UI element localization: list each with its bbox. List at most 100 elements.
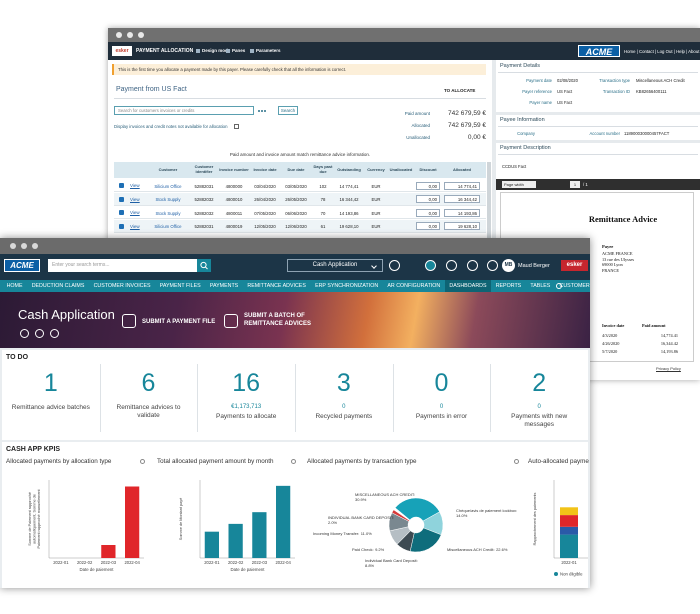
section-title: Payment Description [500, 145, 551, 151]
search-button[interactable]: Search [278, 106, 298, 115]
bar [125, 486, 140, 558]
bar [204, 531, 219, 558]
window-dot [32, 243, 38, 249]
banner-action[interactable]: SUBMIT A BATCH OF REMITTANCE ADVICES [244, 313, 312, 327]
slice-name: INDIVIDUAL BANK CARD DEPOSIT: [328, 515, 394, 520]
search-button[interactable] [197, 259, 211, 272]
app-selector[interactable]: Cash Application [287, 259, 383, 272]
table-cell: 52882032 [194, 197, 214, 202]
amount-label: Allocated [411, 123, 430, 128]
slice-name: Paid Check: [352, 547, 374, 552]
action-icon[interactable] [224, 314, 238, 328]
x-tick-label: 2022-04 [275, 560, 291, 565]
tile-label: Payments to allocate [215, 413, 277, 420]
x-tick-label: 2022-01 [204, 560, 220, 565]
more-dot [264, 110, 266, 112]
menu-item[interactable]: PAYMENTS [209, 283, 239, 289]
menu-item[interactable]: REMITTANCE ADVICES [247, 283, 306, 289]
toolbar-item[interactable]: Panes [232, 48, 246, 53]
search-input[interactable]: Search for customers invoices or credits [114, 106, 254, 115]
brand-logo: esker [112, 46, 132, 56]
zoom-select[interactable]: Page width [502, 181, 536, 188]
toolbar-item[interactable]: Design mode [202, 48, 231, 53]
amount-input[interactable]: 14 193,86 [444, 208, 480, 217]
column-header: Invoice date [250, 163, 280, 177]
doc-cell: 4/26/2020 [602, 341, 620, 346]
view-link[interactable]: View [130, 223, 140, 229]
row-checkbox[interactable] [119, 196, 124, 202]
checkbox[interactable] [234, 124, 239, 129]
menu-item[interactable]: ERP SYNCHRONIZATION [315, 283, 379, 289]
chart-zoom-icon[interactable] [514, 459, 519, 464]
bar-segment [560, 534, 578, 558]
column-header: Customer [146, 163, 190, 177]
banner-icon[interactable] [50, 329, 59, 338]
bar [101, 545, 116, 558]
column-header: Invoice number [218, 163, 250, 177]
payment-title: Payment from US Fact [116, 86, 187, 93]
toolbar-item[interactable]: Parameters [256, 48, 281, 53]
header-icon[interactable] [467, 260, 478, 271]
global-search[interactable]: Enter your search terms... [48, 259, 198, 272]
x-tick-label: 2022-03 [101, 560, 117, 565]
tile-count[interactable]: 6 [141, 369, 156, 397]
menu-item[interactable]: DASHBOARDS [444, 280, 492, 292]
column-header: Discount [414, 163, 442, 177]
menu-item[interactable]: CUSTOMER INVOICES [93, 283, 151, 289]
tile-count[interactable]: 16 [232, 369, 261, 397]
column-header: Allocated [442, 163, 482, 177]
tile-count[interactable]: 2 [532, 369, 547, 397]
header-icon[interactable] [425, 260, 436, 271]
tile-count[interactable]: 1 [43, 369, 58, 397]
chart-zoom-icon[interactable] [291, 459, 296, 464]
x-tick-label: 2022-01 [561, 560, 577, 565]
view-link[interactable]: View [130, 210, 140, 215]
chart: MISCELLANEOUS ACH CREDIT: 30.9% Chèque/avi… [313, 492, 517, 568]
page-input[interactable]: 1 [570, 181, 580, 188]
y-axis-label: Somme de Paiement rapprochéautomatiqueme… [28, 489, 41, 549]
row-checkbox[interactable] [119, 223, 124, 229]
user-name[interactable]: Maud Berger [518, 263, 550, 269]
menu-item[interactable]: REPORTS [495, 283, 522, 289]
menu-item[interactable]: TABLES [530, 283, 551, 289]
table-cell: 03/05/2020 [285, 183, 307, 189]
header-icon[interactable] [446, 260, 457, 271]
user-avatar[interactable]: MB [502, 259, 515, 272]
amount-input[interactable]: 0,00 [416, 195, 440, 203]
tile-count[interactable]: 0 [434, 369, 449, 397]
privacy-link[interactable]: Privacy Policy [656, 366, 681, 371]
tile-count[interactable]: 3 [336, 369, 351, 397]
row-checkbox[interactable] [119, 183, 124, 188]
row-checkbox[interactable] [119, 210, 124, 215]
settings-icon[interactable] [556, 283, 562, 289]
menu-item[interactable]: HOME [6, 283, 23, 289]
menu-item[interactable]: AR CONFIGURATION [387, 283, 441, 289]
y-axis-label-line: Somme de Montant payé [179, 498, 183, 540]
vendor-logo: esker [561, 260, 588, 271]
amount-input[interactable]: 0,00 [416, 181, 440, 190]
toolbar-icon [196, 49, 200, 53]
chart-zoom-icon[interactable] [140, 459, 145, 464]
banner-action[interactable]: SUBMIT A PAYMENT FILE [142, 319, 216, 325]
tile-separator [490, 364, 492, 432]
menu-item[interactable]: PAYMENT FILES [159, 283, 201, 289]
menu-item[interactable]: CUSTOMERS [559, 283, 590, 289]
header-links[interactable]: Home | Contact | Log Out | Help | About [624, 49, 700, 54]
amount-input[interactable]: 0,00 [416, 222, 440, 230]
header-icon[interactable] [389, 260, 400, 271]
amount-input[interactable]: 0,00 [416, 208, 440, 217]
amount-input[interactable]: 16 344,42 [444, 195, 480, 203]
amount-input[interactable]: 14 774,41 [444, 181, 480, 190]
banner-icon[interactable] [20, 329, 29, 338]
table-cell: 26/04/2020 [254, 197, 276, 202]
view-link[interactable]: View [130, 183, 140, 188]
view-link[interactable]: View [130, 196, 140, 202]
amount-input[interactable]: 19 628,10 [444, 222, 480, 230]
menu-item[interactable]: DEDUCTION CLAIMS [31, 283, 85, 289]
action-icon[interactable] [122, 314, 136, 328]
header-icon[interactable] [487, 260, 498, 271]
bar [252, 512, 267, 558]
banner-icon[interactable] [35, 329, 44, 338]
section-title: CASH APP KPIS [6, 446, 61, 453]
field-value: Miscellaneous ACH Credit [636, 78, 685, 83]
